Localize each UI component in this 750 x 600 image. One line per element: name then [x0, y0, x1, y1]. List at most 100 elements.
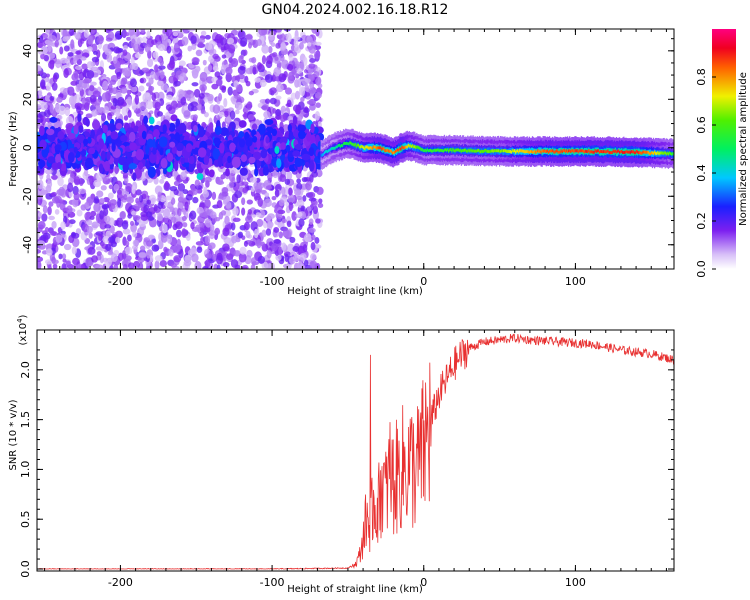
- noise-band-cell: [308, 147, 315, 157]
- noise-cell: [286, 32, 292, 43]
- noise-cell: [164, 180, 170, 190]
- noise-cell: [146, 30, 151, 39]
- noise-cell: [51, 231, 58, 237]
- noise-cell: [210, 211, 217, 219]
- noise-cell: [227, 86, 233, 96]
- noise-cell: [97, 107, 103, 113]
- noise-cell: [127, 234, 132, 242]
- noise-cell: [305, 181, 312, 191]
- noise-cell: [287, 193, 295, 204]
- noise-cell: [221, 186, 229, 194]
- noise-cell: [187, 102, 194, 112]
- noise-cell: [268, 36, 275, 41]
- noise-cell: [272, 52, 278, 58]
- noise-cell: [37, 118, 44, 123]
- noise-band-cell: [173, 159, 179, 172]
- noise-band-cell: [67, 133, 76, 140]
- noise-cell: [302, 107, 310, 114]
- noise-cell: [102, 235, 111, 244]
- noise-cell: [278, 231, 283, 239]
- noise-cell: [62, 258, 67, 263]
- noise-cell: [61, 263, 67, 269]
- noise-cell: [83, 168, 89, 177]
- noise-cell: [122, 263, 128, 269]
- noise-cell: [49, 52, 56, 59]
- noise-cell: [146, 58, 154, 68]
- noise-cell: [122, 49, 128, 56]
- noise-band-cell: [46, 128, 55, 136]
- noise-cell: [106, 257, 112, 267]
- noise-cell: [198, 92, 205, 100]
- noise-cell: [147, 234, 155, 240]
- noise-cell: [154, 101, 161, 111]
- noise-cell: [287, 63, 294, 71]
- noise-band-cell: [102, 124, 108, 134]
- noise-band-cell: [57, 130, 65, 140]
- noise-cell: [310, 234, 316, 241]
- noise-cell: [151, 92, 157, 101]
- noise-cell: [68, 219, 76, 225]
- noise-cell: [78, 188, 87, 195]
- noise-cell: [306, 206, 312, 212]
- noise-cell: [60, 221, 66, 230]
- noise-band-cell: [196, 172, 204, 181]
- noise-band-cell: [265, 136, 270, 144]
- noise-cell: [289, 256, 296, 265]
- noise-cell: [85, 113, 93, 119]
- noise-cell: [48, 34, 57, 42]
- noise-cell: [69, 29, 75, 36]
- noise-band-cell: [128, 163, 138, 170]
- noise-cell: [125, 32, 130, 37]
- noise-band-cell: [158, 136, 168, 148]
- noise-cell: [249, 65, 254, 75]
- noise-band-cell: [128, 156, 134, 163]
- noise-cell: [220, 210, 227, 216]
- noise-cell: [147, 216, 155, 221]
- noise-cell: [117, 197, 122, 208]
- noise-cell: [246, 101, 252, 111]
- noise-cell: [90, 81, 97, 86]
- noise-cell: [216, 200, 223, 209]
- noise-cell: [315, 77, 321, 85]
- noise-cell: [228, 63, 234, 69]
- noise-cell: [288, 201, 294, 212]
- noise-cell: [154, 72, 160, 81]
- noise-cell: [261, 44, 270, 54]
- noise-band-cell: [39, 125, 45, 136]
- noise-cell: [93, 203, 101, 213]
- noise-cell: [240, 37, 248, 47]
- noise-band-cell: [83, 138, 89, 146]
- noise-cell: [288, 187, 293, 196]
- noise-cell: [303, 233, 312, 243]
- noise-cell: [207, 64, 213, 72]
- noise-cell: [185, 193, 193, 201]
- noise-cell: [48, 201, 54, 207]
- noise-cell: [160, 71, 165, 79]
- noise-cell: [172, 31, 179, 37]
- noise-cell: [104, 224, 112, 229]
- noise-cell: [54, 195, 62, 204]
- noise-cell: [300, 96, 305, 103]
- noise-cell: [91, 43, 98, 53]
- noise-cell: [134, 52, 141, 59]
- noise-band-cell: [260, 149, 268, 159]
- noise-band-cell: [85, 118, 90, 127]
- noise-cell: [140, 29, 146, 34]
- noise-band-cell: [88, 147, 96, 155]
- noise-cell: [243, 49, 248, 56]
- noise-cell: [86, 70, 95, 79]
- noise-band-cell: [188, 155, 195, 165]
- noise-cell: [116, 217, 124, 228]
- noise-cell: [56, 96, 63, 103]
- noise-cell: [199, 231, 204, 237]
- noise-cell: [103, 215, 111, 223]
- noise-band-cell: [301, 153, 311, 161]
- noise-cell: [314, 237, 320, 244]
- noise-cell: [103, 196, 110, 203]
- noise-cell: [239, 246, 247, 255]
- noise-cell: [212, 53, 219, 60]
- noise-cell: [86, 225, 93, 234]
- noise-cell: [90, 66, 99, 72]
- noise-band-cell: [135, 148, 145, 161]
- noise-cell: [211, 191, 217, 200]
